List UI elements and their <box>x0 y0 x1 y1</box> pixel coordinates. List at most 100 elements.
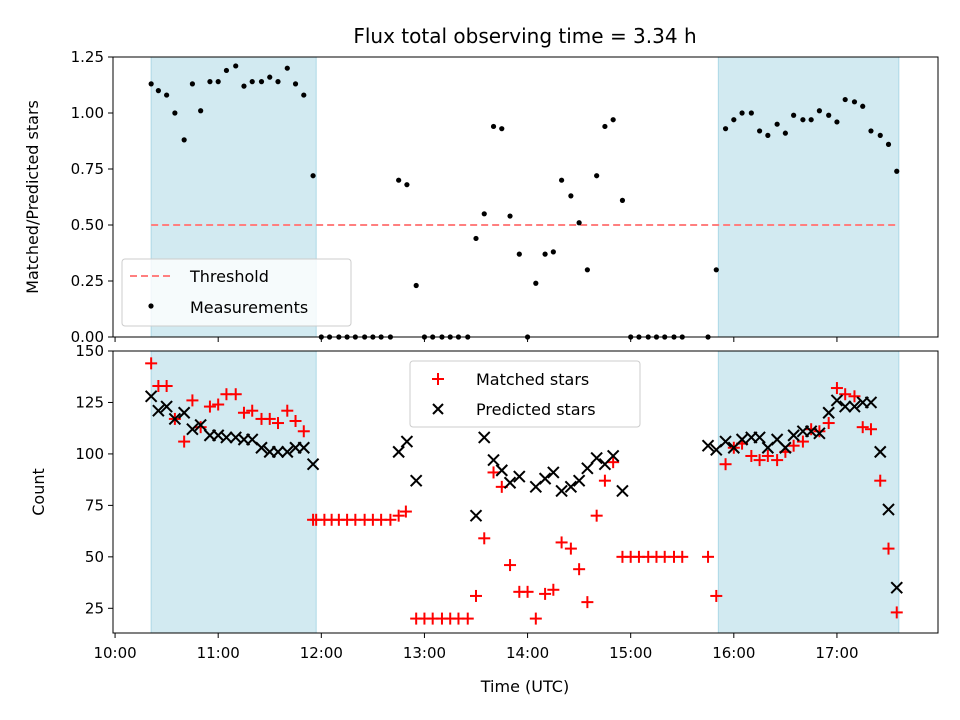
matched-star-point <box>281 404 294 417</box>
top-x-tick-marks <box>114 337 838 342</box>
top-panel: 0.00 0.25 0.50 0.75 1.00 1.25 Matched/Predict… <box>23 48 939 346</box>
measurement-point <box>413 282 419 289</box>
measurement-point <box>576 220 582 226</box>
predicted-star-point <box>306 458 320 471</box>
predicted-star-point <box>400 435 414 448</box>
legend-predicted-swatch <box>432 403 444 415</box>
legend-matched-label: Matched stars <box>476 370 589 389</box>
predicted-star-point <box>753 431 766 444</box>
measurement-point <box>558 177 565 183</box>
matched-star-point <box>555 536 568 549</box>
predicted-star-point <box>160 400 173 413</box>
predicted-star-point <box>701 439 715 452</box>
measurement-point <box>842 96 848 103</box>
predicted-star-point <box>890 581 903 594</box>
x-tick-label: 17:00 <box>815 644 858 662</box>
shaded-region <box>717 56 900 338</box>
predicted-star-point <box>606 449 620 463</box>
top-legend: Threshold Measurements <box>121 258 352 327</box>
matched-star-point <box>392 509 405 522</box>
measurement-point <box>396 177 402 183</box>
measurement-point <box>800 117 806 123</box>
x-tick-label: 16:00 <box>712 644 755 662</box>
measurement-point <box>722 126 729 132</box>
measurement-point <box>542 251 548 257</box>
measurement-point <box>739 110 745 116</box>
bottom-y-ticks: 25 50 75 100 125 150 <box>75 342 113 617</box>
measurement-point <box>404 182 410 188</box>
predicted-star-point <box>882 503 895 516</box>
measurement-point <box>155 88 161 94</box>
bottom-panel: 25 50 75 100 125 150 10:00 11:00 12:00 13:00 14:0… <box>29 342 939 696</box>
x-axis-label: Time (UTC) <box>480 677 569 696</box>
measurement-point <box>602 123 608 130</box>
y-tick-label: 125 <box>75 393 104 411</box>
predicted-star-point <box>538 472 552 485</box>
predicted-star-point <box>581 462 594 475</box>
top-axes-frame <box>112 56 939 338</box>
measurement-point <box>782 130 788 136</box>
matched-star-point <box>719 458 732 471</box>
measurement-point <box>516 251 522 257</box>
measurement-point <box>610 117 616 123</box>
measurement-point <box>851 99 858 105</box>
matched-star-point <box>203 400 216 413</box>
matched-star-point <box>702 550 715 563</box>
bottom-legend: Matched stars Predicted stars <box>409 360 641 428</box>
top-shaded-regions <box>150 56 900 338</box>
matched-star-point <box>487 466 500 479</box>
top-y-ticks: 0.00 0.25 0.50 0.75 1.00 1.25 <box>71 48 113 346</box>
measurement-point <box>756 128 763 134</box>
predicted-star-point <box>779 441 792 454</box>
predicted-star-point <box>297 441 310 454</box>
y-tick-label: 150 <box>75 342 104 360</box>
matched-star-point <box>830 382 843 395</box>
y-tick-label: 1.00 <box>71 104 104 122</box>
matched-star-point <box>676 550 689 563</box>
legend-matched-swatch <box>432 373 444 385</box>
measurement-point <box>241 83 247 89</box>
predicted-star-point <box>194 418 207 432</box>
bottom-shaded-regions <box>150 350 900 634</box>
matched-star-point <box>229 388 242 401</box>
measurement-point <box>550 249 556 255</box>
y-tick-label: 0.25 <box>71 272 104 290</box>
predicted-stars-series <box>144 390 903 594</box>
predicted-star-point <box>874 445 887 459</box>
measurement-point <box>189 81 196 87</box>
measurement-point <box>481 211 487 217</box>
measurement-point <box>249 79 255 85</box>
measurement-point <box>215 79 221 85</box>
matched-star-point <box>573 563 586 576</box>
legend-measurements-label: Measurements <box>190 298 308 317</box>
matched-star-point <box>581 596 594 609</box>
x-tick-label: 11:00 <box>197 644 240 662</box>
predicted-star-point <box>616 484 629 498</box>
measurement-point <box>877 132 883 138</box>
predicted-star-point <box>220 431 233 444</box>
measurement-point <box>473 235 479 242</box>
predicted-star-point <box>572 474 586 487</box>
matched-star-point <box>521 585 534 598</box>
predicted-star-point <box>787 429 800 442</box>
y-tick-label: 50 <box>85 548 104 566</box>
measurements-series <box>148 63 900 340</box>
matched-star-point <box>753 454 766 467</box>
predicted-star-point <box>186 423 199 436</box>
matched-star-point <box>710 589 723 602</box>
matched-star-point <box>787 439 800 452</box>
predicted-star-point <box>392 445 405 459</box>
measurement-point <box>499 126 505 132</box>
measurement-point <box>731 117 737 123</box>
matched-star-point <box>864 423 877 436</box>
matched-star-point <box>539 587 552 600</box>
predicted-star-point <box>281 445 294 459</box>
matched-star-point <box>547 583 560 596</box>
matched-star-point <box>761 449 774 462</box>
matched-star-point <box>564 542 577 555</box>
x-tick-label: 13:00 <box>403 644 446 662</box>
measurement-point <box>816 108 823 114</box>
predicted-star-point <box>487 453 500 467</box>
y-tick-label: 1.25 <box>71 48 104 66</box>
